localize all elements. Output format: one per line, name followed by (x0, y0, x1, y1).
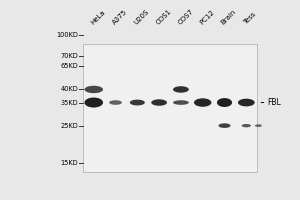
Ellipse shape (84, 98, 103, 108)
Text: A375: A375 (111, 8, 128, 26)
Ellipse shape (173, 86, 189, 93)
Text: 70KD: 70KD (60, 53, 78, 59)
Ellipse shape (255, 124, 262, 127)
Text: PC12: PC12 (199, 9, 215, 26)
Ellipse shape (218, 123, 231, 128)
Text: 65KD: 65KD (60, 63, 78, 69)
Text: Brain: Brain (220, 8, 238, 26)
Text: U20S: U20S (133, 8, 150, 26)
Text: FBL: FBL (268, 98, 281, 107)
Text: 35KD: 35KD (61, 100, 78, 106)
Text: HeLa: HeLa (89, 9, 106, 26)
Text: 40KD: 40KD (60, 86, 78, 92)
Text: COS1: COS1 (155, 8, 172, 26)
Text: 15KD: 15KD (61, 160, 78, 166)
Text: COS7: COS7 (177, 8, 194, 26)
Ellipse shape (194, 98, 211, 107)
Ellipse shape (238, 99, 255, 106)
Ellipse shape (109, 100, 122, 105)
Ellipse shape (217, 98, 232, 107)
Text: 25KD: 25KD (60, 123, 78, 129)
Text: Tess: Tess (242, 11, 256, 26)
Ellipse shape (84, 86, 103, 93)
FancyBboxPatch shape (83, 44, 257, 172)
Text: 100KD: 100KD (56, 32, 78, 38)
Ellipse shape (242, 124, 251, 127)
Ellipse shape (151, 99, 167, 106)
Ellipse shape (173, 100, 189, 105)
Ellipse shape (130, 100, 145, 105)
